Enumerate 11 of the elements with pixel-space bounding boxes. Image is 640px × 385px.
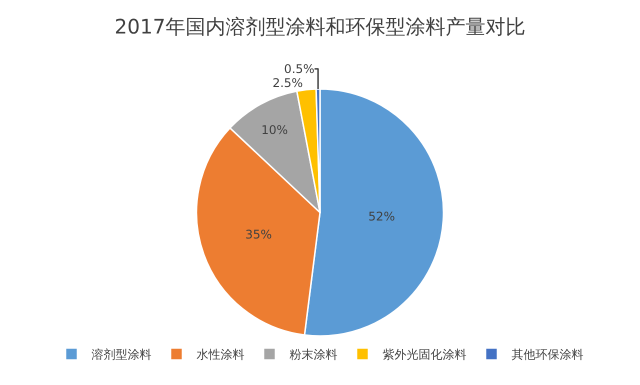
data-label: 52% [368, 209, 395, 224]
data-label: 2.5% [272, 76, 303, 90]
legend-label: 其他环保涂料 [512, 348, 584, 362]
legend-label: 紫外光固化涂料 [382, 348, 466, 362]
legend-label: 水性涂料 [196, 348, 244, 362]
legend-label: 溶剂型涂料 [92, 348, 152, 362]
data-label: 35% [245, 228, 272, 242]
data-label: 10% [261, 122, 288, 137]
legend-label: 粉末涂料 [290, 348, 338, 362]
data-label: 0.5% [284, 62, 315, 76]
chart-title: 2017年国内溶剂型涂料和环保型涂料产量对比 [114, 14, 526, 38]
